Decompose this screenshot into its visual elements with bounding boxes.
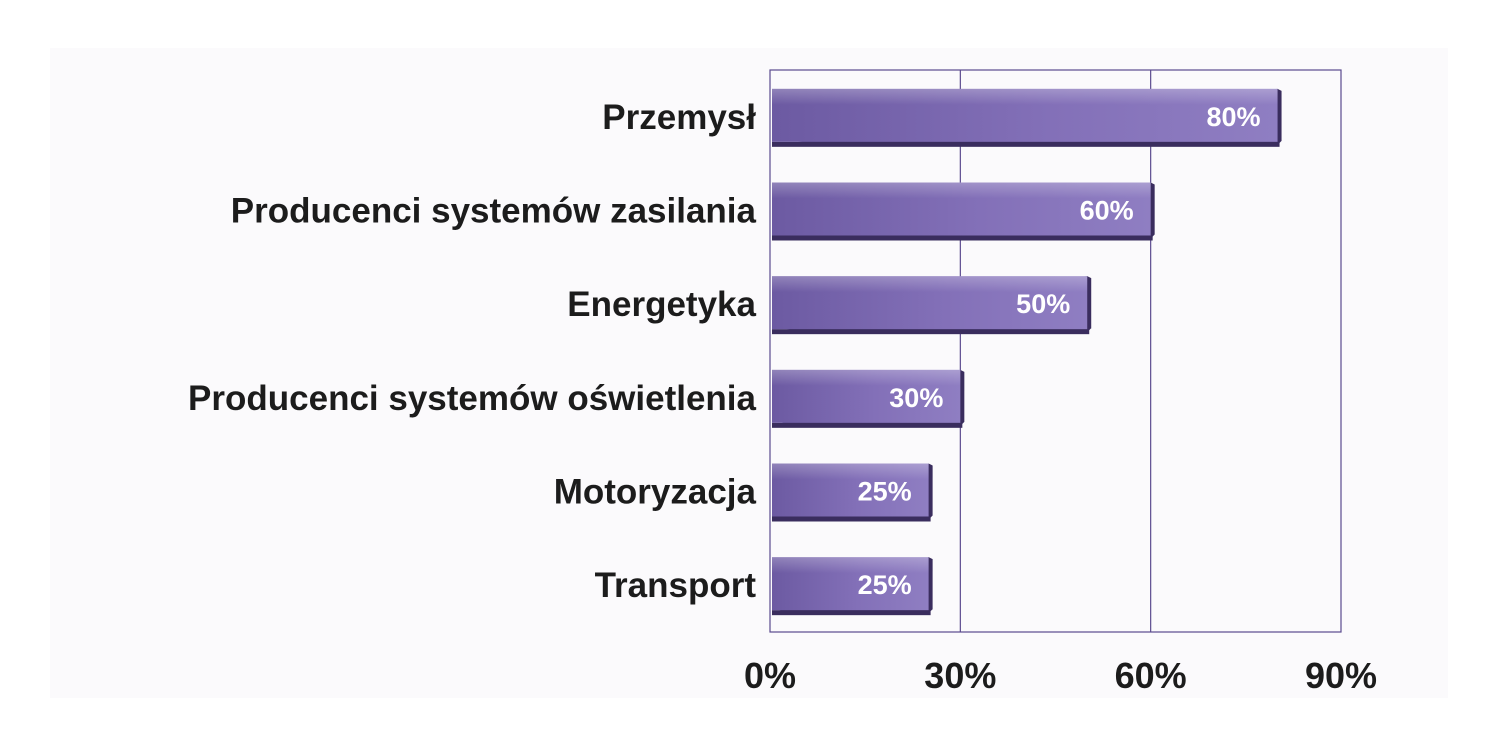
category-label: Motoryzacja bbox=[554, 473, 757, 512]
bar-value-label: 30% bbox=[889, 383, 943, 413]
bar-highlight bbox=[772, 88, 1278, 142]
category-label: Przemysł bbox=[602, 98, 756, 137]
plot-area: 0% 30% 60% 90% 80% Przemysł 60% Producenci syst… bbox=[188, 69, 1377, 696]
bar-value-label: 25% bbox=[858, 570, 912, 600]
bar-value-label: 60% bbox=[1080, 196, 1134, 226]
x-tick-label: 90% bbox=[1305, 655, 1377, 696]
x-tick-label: 0% bbox=[744, 655, 796, 696]
bar-shadow bbox=[772, 141, 1280, 147]
x-tick-label: 60% bbox=[1115, 655, 1187, 696]
bar-shadow bbox=[772, 422, 963, 428]
chart-background bbox=[50, 48, 1448, 698]
bar-highlight bbox=[772, 369, 961, 423]
bar-shadow bbox=[772, 516, 931, 522]
bar-value-label: 80% bbox=[1207, 102, 1261, 132]
bar-highlight bbox=[772, 182, 1151, 236]
category-label: Producenci systemów zasilania bbox=[231, 192, 757, 231]
bar-highlight bbox=[772, 557, 929, 611]
plot-border bbox=[769, 69, 1342, 633]
bar-shadow bbox=[772, 610, 931, 616]
category-label: Energetyka bbox=[567, 285, 756, 324]
category-label: Transport bbox=[595, 566, 757, 605]
category-label: Producenci systemów oświetlenia bbox=[188, 379, 756, 418]
bar-shadow bbox=[772, 235, 1153, 241]
bar-value-label: 50% bbox=[1016, 289, 1070, 319]
bar-highlight bbox=[772, 276, 1088, 330]
bar-highlight bbox=[772, 463, 929, 517]
x-tick-label: 30% bbox=[924, 655, 996, 696]
bar-value-label: 25% bbox=[858, 477, 912, 507]
bar-shadow bbox=[772, 329, 1090, 335]
